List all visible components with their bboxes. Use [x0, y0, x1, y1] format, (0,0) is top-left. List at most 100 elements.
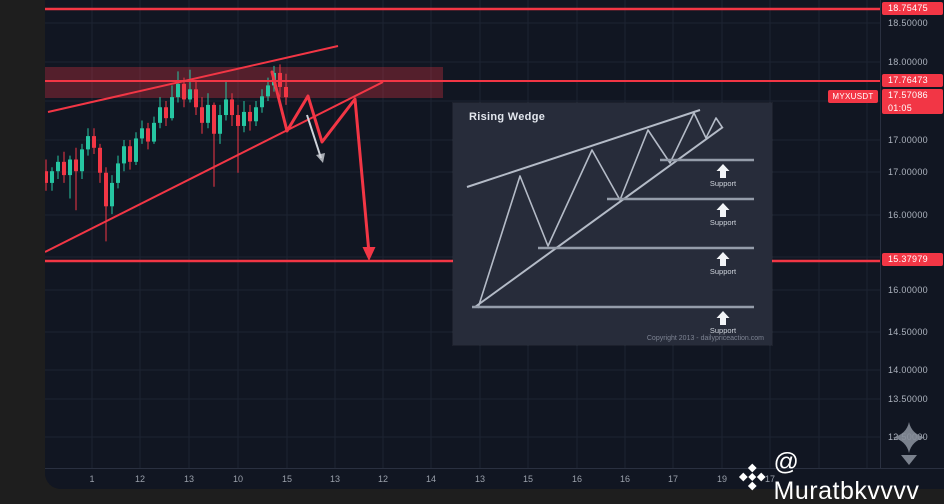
gray-pointer-line [306, 114, 322, 159]
price-axis-label: 13.50000 [888, 394, 928, 404]
time-axis-label: 17 [764, 474, 775, 484]
price-axis-label: 18.00000 [888, 57, 928, 67]
candle-body [146, 128, 150, 142]
inset-up-arrow-icon [716, 164, 730, 178]
candle-body [278, 72, 282, 87]
price-axis-label: 14.00000 [888, 365, 928, 375]
time-axis-label: 1 [89, 474, 95, 484]
candle-body [110, 182, 114, 207]
trading-chart-window: MYXUSDT 18.50000 18.00000 17.00000 17.00000… [45, 0, 944, 489]
inset-support-label: Support [710, 326, 737, 335]
candle-countdown: 01:05 [888, 103, 913, 113]
candle-body [212, 104, 216, 134]
price-level-tag: 18.75475 [882, 2, 943, 15]
inset-lower-trendline [474, 126, 724, 308]
resistance-band [45, 67, 443, 98]
candle-body [170, 97, 174, 119]
current-price-tag: 17.57086 01:05 [882, 89, 943, 114]
inset-up-arrow-icon [716, 203, 730, 217]
price-level-tag: 17.76473 [882, 74, 943, 87]
inset-support-label: Support [710, 179, 737, 188]
candle-body [62, 161, 66, 176]
candle-body [56, 161, 60, 172]
binance-logo-icon [738, 463, 766, 491]
inset-up-arrow-icon [716, 311, 730, 325]
time-axis-label: 19 [716, 474, 727, 484]
inset-up-arrow-icon [716, 252, 730, 266]
projection-arrowhead [362, 247, 376, 261]
candle-body [236, 115, 240, 126]
candle-body [260, 96, 264, 108]
candle-body [86, 136, 90, 150]
watermark-handle: @ Muratbkvvvv [773, 448, 920, 504]
inset-support-label: Support [710, 267, 737, 276]
candle-body [176, 83, 180, 98]
symbol-price-tag: MYXUSDT [828, 90, 878, 103]
candle-body [218, 115, 222, 134]
price-axis-label: 16.00000 [888, 210, 928, 220]
price-level-tag: 15.37979 [882, 253, 943, 266]
inset-price-zigzag [477, 112, 723, 309]
candle-body [266, 85, 270, 97]
price-axis-label: 17.00000 [888, 167, 928, 177]
price-axis-label: 17.00000 [888, 135, 928, 145]
candle-body [74, 159, 78, 172]
candle-body [80, 149, 84, 172]
candle-body [68, 159, 72, 176]
lower-wedge-trendline [45, 81, 384, 253]
candle-body [92, 136, 96, 148]
candle-body [188, 89, 192, 100]
time-axis-label: 12 [134, 474, 145, 484]
candle-body [50, 171, 54, 183]
candle-body [134, 138, 138, 162]
candle-body [182, 83, 186, 100]
candle-body [284, 86, 288, 98]
candle-body [230, 99, 234, 116]
inset-upper-trendline [466, 109, 701, 188]
time-axis-label: 13 [329, 474, 340, 484]
time-axis-label: 14 [425, 474, 436, 484]
time-axis-label: 13 [474, 474, 485, 484]
candle-body [242, 111, 246, 126]
price-axis-label: 16.00000 [888, 285, 928, 295]
time-axis-label: 10 [232, 474, 243, 484]
candle-body [254, 107, 258, 122]
price-axis[interactable]: 18.50000 18.00000 17.00000 17.00000 16.00000… [880, 0, 944, 468]
candle-body [128, 146, 132, 162]
watermark: @ Muratbkvvvv [738, 448, 944, 504]
candle-body [200, 107, 204, 123]
candle-body [194, 89, 198, 108]
candle-body [248, 111, 252, 122]
inset-title: Rising Wedge [469, 111, 546, 123]
candle-body [104, 172, 108, 207]
time-axis-label: 16 [571, 474, 582, 484]
candle-body [224, 99, 228, 116]
projection-zigzag [270, 70, 371, 255]
candle-body [152, 122, 156, 142]
time-axis-label: 15 [281, 474, 292, 484]
price-axis-label: 14.50000 [888, 327, 928, 337]
inset-copyright: Copyright 2013 - dailypriceaction.com [646, 335, 764, 342]
upper-wedge-trendline [47, 45, 339, 113]
candle-body [164, 107, 168, 119]
rising-wedge-inset-image: Rising Wedge Support Support Support Suppor… [453, 103, 772, 345]
candle-body [122, 146, 126, 164]
candle-body [158, 107, 162, 123]
candle-body [116, 163, 120, 183]
inset-support-label: Support [710, 218, 737, 227]
price-axis-label: 18.50000 [888, 18, 928, 28]
time-axis-label: 16 [619, 474, 630, 484]
candle-body [140, 128, 144, 139]
time-axis-label: 17 [667, 474, 678, 484]
candle-body [206, 104, 210, 123]
time-axis[interactable]: 1 12 13 10 15 13 12 14 13 15 16 16 17 19 17 [45, 468, 944, 489]
gray-pointer-arrowhead [316, 153, 325, 163]
candle-body [98, 147, 102, 173]
rising-wedge-diagram: Support Support Support Support [466, 109, 754, 335]
candle-body [45, 171, 48, 183]
time-axis-label: 12 [377, 474, 388, 484]
sparkle-down-arrow-icon [893, 422, 925, 465]
time-axis-label: 13 [183, 474, 194, 484]
time-axis-label: 15 [522, 474, 533, 484]
